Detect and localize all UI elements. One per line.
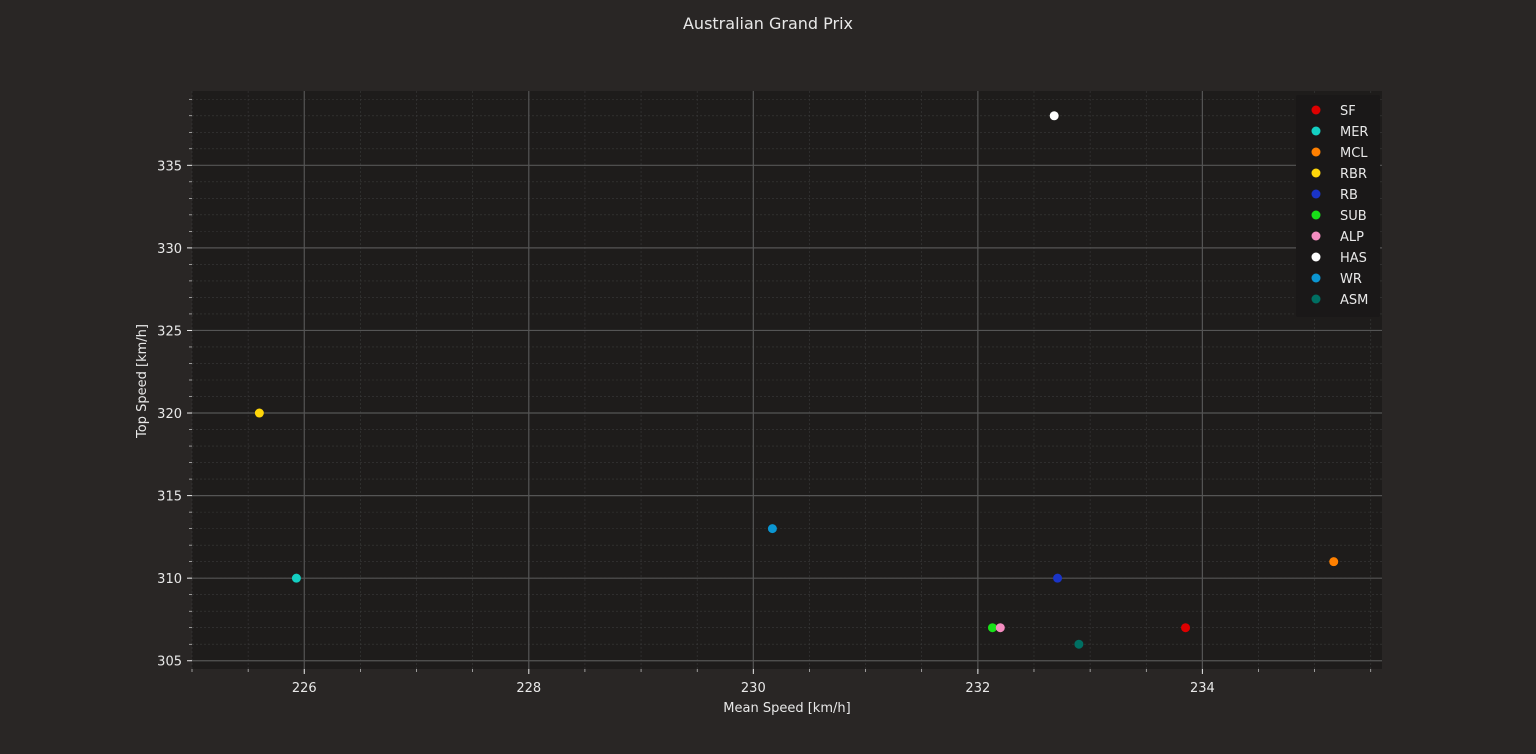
- legend-label-mer: MER: [1340, 125, 1368, 140]
- legend-marker-asm: [1311, 294, 1321, 304]
- x-tick-label: 232: [965, 681, 990, 696]
- y-tick-label: 315: [157, 490, 182, 505]
- legend: SF MER MCL RBR RB SUB ALP HAS WR ASM: [1296, 95, 1380, 317]
- chart-title: Australian Grand Prix: [683, 14, 853, 33]
- data-point-alp: [995, 623, 1005, 633]
- y-tick-label: 330: [157, 242, 182, 257]
- x-tick-label: 228: [516, 681, 541, 696]
- x-tick-label: 226: [292, 681, 317, 696]
- y-tick-label: 325: [157, 324, 182, 339]
- legend-label-mcl: MCL: [1340, 146, 1368, 161]
- legend-marker-wr: [1311, 273, 1321, 283]
- legend-marker-rbr: [1311, 168, 1321, 178]
- legend-marker-alp: [1311, 231, 1321, 241]
- legend-marker-mer: [1311, 126, 1321, 136]
- legend-label-sf: SF: [1340, 104, 1356, 119]
- x-axis-label: Mean Speed [km/h]: [723, 701, 850, 716]
- y-tick-label: 305: [157, 655, 182, 670]
- legend-label-rb: RB: [1340, 188, 1358, 203]
- major-grid: [192, 91, 1382, 669]
- data-point-rbr: [254, 408, 264, 418]
- y-axis-label: Top Speed [km/h]: [135, 324, 150, 439]
- data-point-sf: [1181, 623, 1191, 633]
- legend-label-asm: ASM: [1340, 293, 1368, 308]
- plot-area: [192, 91, 1382, 669]
- data-points: [254, 111, 1339, 649]
- data-point-wr: [767, 524, 777, 534]
- data-point-asm: [1074, 639, 1084, 649]
- data-point-mcl: [1329, 557, 1339, 567]
- legend-marker-sub: [1311, 210, 1321, 220]
- y-tick-label: 320: [157, 407, 182, 422]
- legend-marker-rb: [1311, 189, 1321, 199]
- legend-marker-mcl: [1311, 147, 1321, 157]
- data-point-rb: [1053, 573, 1063, 583]
- data-point-sub: [987, 623, 997, 633]
- y-tick-label: 310: [157, 572, 182, 587]
- legend-label-alp: ALP: [1340, 230, 1364, 245]
- legend-label-wr: WR: [1340, 272, 1362, 287]
- legend-label-rbr: RBR: [1340, 167, 1367, 182]
- x-tick-label: 234: [1190, 681, 1215, 696]
- legend-label-sub: SUB: [1340, 209, 1367, 224]
- legend-label-has: HAS: [1340, 251, 1367, 266]
- legend-marker-has: [1311, 252, 1321, 262]
- y-tick-label: 335: [157, 159, 182, 174]
- data-point-mer: [291, 573, 301, 583]
- x-tick-label: 230: [741, 681, 766, 696]
- axis-ticks: 226 228 230 232 234 305 310 315 320 325 330 335: [157, 98, 1372, 696]
- data-point-has: [1049, 111, 1059, 121]
- legend-marker-sf: [1311, 105, 1321, 115]
